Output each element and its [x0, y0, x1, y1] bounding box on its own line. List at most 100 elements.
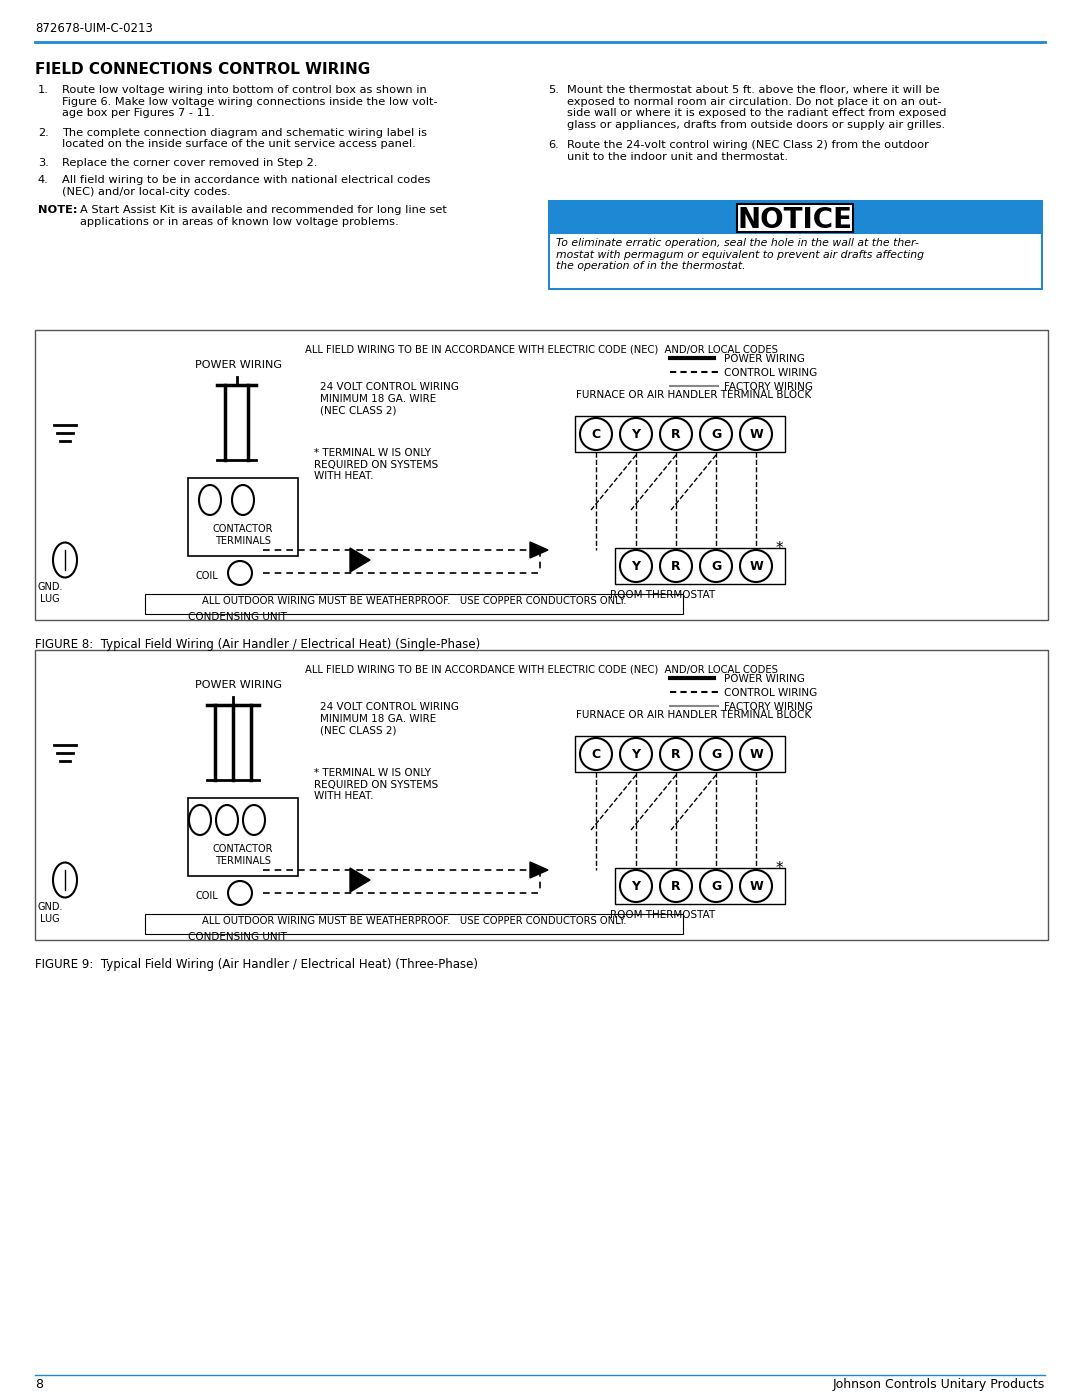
Text: 24 VOLT CONTROL WIRING
MINIMUM 18 GA. WIRE
(NEC CLASS 2): 24 VOLT CONTROL WIRING MINIMUM 18 GA. WI… [320, 703, 459, 735]
Text: 2.: 2. [38, 127, 49, 137]
Ellipse shape [189, 805, 211, 835]
Ellipse shape [243, 805, 265, 835]
Text: FURNACE OR AIR HANDLER TERMINAL BLOCK: FURNACE OR AIR HANDLER TERMINAL BLOCK [576, 710, 811, 719]
Bar [35, 330, 1048, 620]
Text: R: R [671, 560, 680, 574]
Text: C: C [592, 749, 600, 761]
Text: ROOM THERMOSTAT: ROOM THERMOSTAT [610, 590, 715, 599]
Text: ALL OUTDOOR WIRING MUST BE WEATHERPROOF.   USE COPPER CONDUCTORS ONLY.: ALL OUTDOOR WIRING MUST BE WEATHERPROOF.… [202, 916, 626, 926]
Text: 24 VOLT CONTROL WIRING
MINIMUM 18 GA. WIRE
(NEC CLASS 2): 24 VOLT CONTROL WIRING MINIMUM 18 GA. WI… [320, 381, 459, 415]
Ellipse shape [216, 805, 238, 835]
Text: 3.: 3. [38, 158, 49, 168]
Text: R: R [671, 880, 680, 894]
Polygon shape [530, 542, 548, 557]
Circle shape [228, 562, 252, 585]
Text: Replace the corner cover removed in Step 2.: Replace the corner cover removed in Step… [62, 158, 318, 168]
Text: * TERMINAL W IS ONLY
REQUIRED ON SYSTEMS
WITH HEAT.: * TERMINAL W IS ONLY REQUIRED ON SYSTEMS… [314, 768, 438, 802]
Bar [575, 416, 785, 453]
Text: CONTACTOR
TERMINALS: CONTACTOR TERMINALS [213, 844, 273, 866]
Text: ALL FIELD WIRING TO BE IN ACCORDANCE WITH ELECTRIC CODE (NEC)  AND/OR LOCAL CODE: ALL FIELD WIRING TO BE IN ACCORDANCE WIT… [305, 344, 778, 353]
Text: CONTROL WIRING: CONTROL WIRING [724, 367, 818, 379]
Bar [615, 868, 785, 904]
Text: COIL: COIL [195, 571, 218, 581]
Text: CONTROL WIRING: CONTROL WIRING [724, 687, 818, 698]
Bar [188, 798, 298, 876]
Text: POWER WIRING: POWER WIRING [195, 360, 282, 370]
Ellipse shape [53, 862, 77, 897]
Ellipse shape [232, 485, 254, 515]
Bar [615, 548, 785, 584]
Bar [35, 650, 1048, 940]
Text: Y: Y [632, 749, 640, 761]
Text: 6.: 6. [548, 140, 558, 149]
Text: FURNACE OR AIR HANDLER TERMINAL BLOCK: FURNACE OR AIR HANDLER TERMINAL BLOCK [576, 390, 811, 400]
Bar [548, 200, 1043, 291]
Text: 8: 8 [35, 1377, 43, 1391]
Text: Y: Y [632, 429, 640, 441]
Circle shape [620, 418, 652, 450]
Polygon shape [350, 548, 370, 571]
Circle shape [660, 738, 692, 770]
Text: All field wiring to be in accordance with national electrical codes
(NEC) and/or: All field wiring to be in accordance wit… [62, 175, 430, 197]
Text: Route low voltage wiring into bottom of control box as shown in
Figure 6. Make l: Route low voltage wiring into bottom of … [62, 85, 437, 119]
Text: Y: Y [632, 880, 640, 894]
Text: Y: Y [632, 560, 640, 574]
Text: G: G [711, 560, 721, 574]
Text: 872678-UIM-C-0213: 872678-UIM-C-0213 [35, 22, 153, 35]
Text: COIL: COIL [195, 891, 218, 901]
Text: GND.
LUG: GND. LUG [37, 583, 63, 604]
Circle shape [740, 738, 772, 770]
Text: 4.: 4. [38, 175, 49, 184]
Text: *: * [777, 541, 784, 556]
Text: 1.: 1. [38, 85, 49, 95]
Text: CONDENSING UNIT: CONDENSING UNIT [188, 932, 287, 942]
Ellipse shape [53, 542, 77, 577]
Text: Johnson Controls Unitary Products: Johnson Controls Unitary Products [833, 1377, 1045, 1391]
Text: GND.
LUG: GND. LUG [37, 902, 63, 923]
Text: POWER WIRING: POWER WIRING [195, 680, 282, 690]
Bar [550, 203, 1041, 288]
Text: FIELD CONNECTIONS CONTROL WIRING: FIELD CONNECTIONS CONTROL WIRING [35, 61, 370, 77]
Text: W: W [750, 560, 762, 574]
Text: FIGURE 9:  Typical Field Wiring (Air Handler / Electrical Heat) (Three-Phase): FIGURE 9: Typical Field Wiring (Air Hand… [35, 958, 478, 971]
Text: FIGURE 8:  Typical Field Wiring (Air Handler / Electrical Heat) (Single-Phase): FIGURE 8: Typical Field Wiring (Air Hand… [35, 638, 481, 651]
Text: G: G [711, 880, 721, 894]
Text: * TERMINAL W IS ONLY
REQUIRED ON SYSTEMS
WITH HEAT.: * TERMINAL W IS ONLY REQUIRED ON SYSTEMS… [314, 448, 438, 481]
Bar [575, 736, 785, 773]
Circle shape [660, 418, 692, 450]
Circle shape [740, 870, 772, 902]
Text: Mount the thermostat about 5 ft. above the floor, where it will be
exposed to no: Mount the thermostat about 5 ft. above t… [567, 85, 946, 130]
Circle shape [620, 870, 652, 902]
Circle shape [700, 418, 732, 450]
Text: W: W [750, 749, 762, 761]
Polygon shape [350, 868, 370, 893]
Text: NOTICE: NOTICE [738, 205, 852, 235]
Bar [737, 204, 853, 232]
Text: CONDENSING UNIT: CONDENSING UNIT [188, 612, 287, 622]
Circle shape [740, 550, 772, 583]
Text: ROOM THERMOSTAT: ROOM THERMOSTAT [610, 909, 715, 921]
Bar [145, 594, 683, 615]
Circle shape [228, 882, 252, 905]
Text: W: W [750, 880, 762, 894]
Bar [145, 914, 683, 935]
Text: A Start Assist Kit is available and recommended for long line set
applications o: A Start Assist Kit is available and reco… [80, 205, 447, 226]
Text: To eliminate erratic operation, seal the hole in the wall at the ther-
mostat wi: To eliminate erratic operation, seal the… [556, 237, 924, 271]
Circle shape [740, 418, 772, 450]
Bar [550, 203, 1041, 235]
Text: G: G [711, 749, 721, 761]
Text: FACTORY WIRING: FACTORY WIRING [724, 703, 813, 712]
Text: *: * [777, 861, 784, 876]
Text: ALL FIELD WIRING TO BE IN ACCORDANCE WITH ELECTRIC CODE (NEC)  AND/OR LOCAL CODE: ALL FIELD WIRING TO BE IN ACCORDANCE WIT… [305, 664, 778, 673]
Text: G: G [711, 429, 721, 441]
Text: CONTACTOR
TERMINALS: CONTACTOR TERMINALS [213, 524, 273, 546]
Bar [188, 478, 298, 556]
Text: POWER WIRING: POWER WIRING [724, 353, 805, 365]
Text: NOTE:: NOTE: [38, 205, 78, 215]
Circle shape [580, 418, 612, 450]
Text: R: R [671, 749, 680, 761]
Text: ALL OUTDOOR WIRING MUST BE WEATHERPROOF.   USE COPPER CONDUCTORS ONLY.: ALL OUTDOOR WIRING MUST BE WEATHERPROOF.… [202, 597, 626, 606]
Text: W: W [750, 429, 762, 441]
Text: FACTORY WIRING: FACTORY WIRING [724, 381, 813, 393]
Text: 5.: 5. [548, 85, 558, 95]
